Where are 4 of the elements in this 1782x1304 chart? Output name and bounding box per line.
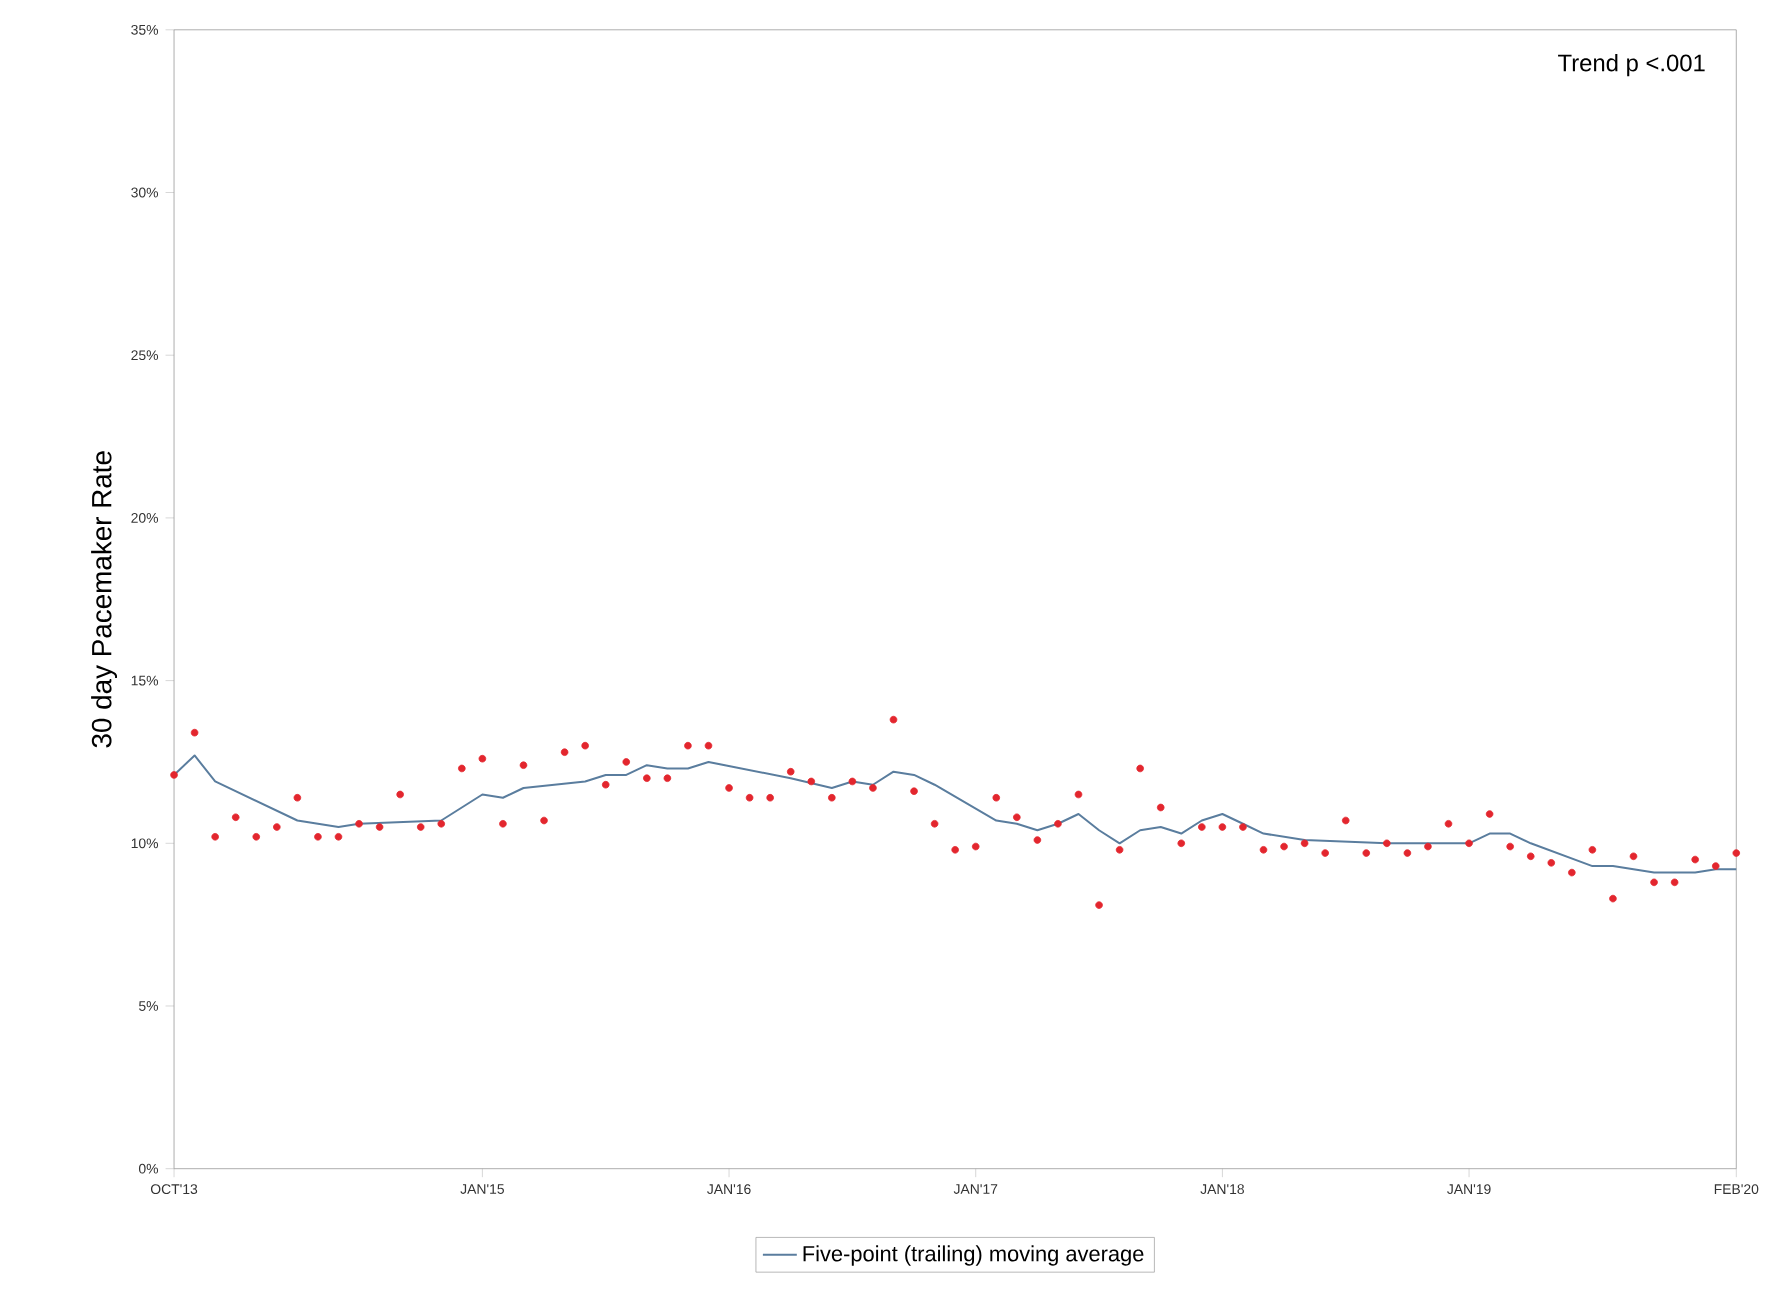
annotation: Trend p <.001 <box>1558 53 1705 77</box>
y-axis-title: 30 day Pacemaker Rate <box>91 451 118 748</box>
legend-label: Five-point (trailing) moving average <box>803 1245 1144 1266</box>
line-series <box>173 754 1738 874</box>
